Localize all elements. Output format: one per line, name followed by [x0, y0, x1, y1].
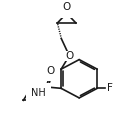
Text: O: O [63, 2, 71, 12]
Text: O: O [46, 66, 55, 76]
Text: NH: NH [31, 88, 46, 98]
Text: O: O [65, 51, 73, 61]
Text: F: F [107, 83, 113, 93]
